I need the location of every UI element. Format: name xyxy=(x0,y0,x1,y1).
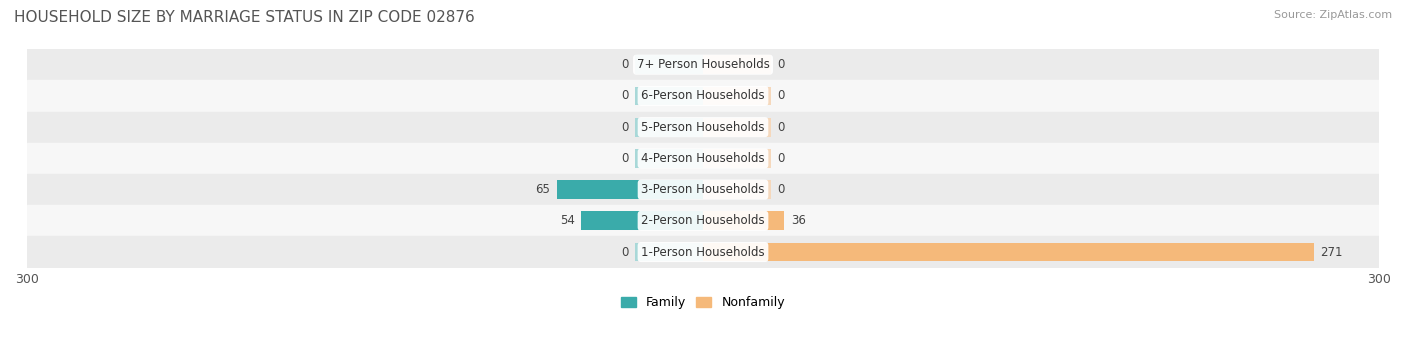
Bar xyxy=(703,211,785,230)
Bar xyxy=(703,55,770,74)
Bar xyxy=(27,49,1379,80)
Bar xyxy=(636,87,703,105)
Text: 0: 0 xyxy=(621,89,628,102)
Bar xyxy=(636,118,703,136)
Text: 6-Person Households: 6-Person Households xyxy=(641,89,765,102)
Bar xyxy=(27,143,1379,174)
Bar xyxy=(27,205,1379,236)
Bar xyxy=(636,149,703,168)
Bar xyxy=(27,236,1379,268)
Bar xyxy=(636,243,703,262)
Text: 0: 0 xyxy=(778,121,785,134)
Bar xyxy=(27,174,1379,205)
Text: 2-Person Households: 2-Person Households xyxy=(641,214,765,227)
Text: 4-Person Households: 4-Person Households xyxy=(641,152,765,165)
Text: 271: 271 xyxy=(1320,246,1343,258)
Legend: Family, Nonfamily: Family, Nonfamily xyxy=(621,296,785,310)
Bar xyxy=(703,180,770,199)
Text: 36: 36 xyxy=(792,214,806,227)
Text: 0: 0 xyxy=(621,152,628,165)
Text: 5-Person Households: 5-Person Households xyxy=(641,121,765,134)
Bar xyxy=(636,55,703,74)
Text: Source: ZipAtlas.com: Source: ZipAtlas.com xyxy=(1274,10,1392,20)
Bar xyxy=(703,87,770,105)
Text: 7+ Person Households: 7+ Person Households xyxy=(637,58,769,71)
Text: 0: 0 xyxy=(778,183,785,196)
Bar xyxy=(703,243,1313,262)
Text: HOUSEHOLD SIZE BY MARRIAGE STATUS IN ZIP CODE 02876: HOUSEHOLD SIZE BY MARRIAGE STATUS IN ZIP… xyxy=(14,10,475,25)
Text: 3-Person Households: 3-Person Households xyxy=(641,183,765,196)
Text: 65: 65 xyxy=(534,183,550,196)
Bar xyxy=(27,112,1379,143)
Bar xyxy=(557,180,703,199)
Text: 0: 0 xyxy=(778,152,785,165)
Text: 0: 0 xyxy=(778,89,785,102)
Text: 0: 0 xyxy=(621,58,628,71)
Bar xyxy=(703,118,770,136)
Bar xyxy=(27,80,1379,112)
Bar xyxy=(581,211,703,230)
Text: 54: 54 xyxy=(560,214,575,227)
Bar xyxy=(703,149,770,168)
Text: 0: 0 xyxy=(778,58,785,71)
Text: 1-Person Households: 1-Person Households xyxy=(641,246,765,258)
Text: 0: 0 xyxy=(621,121,628,134)
Text: 0: 0 xyxy=(621,246,628,258)
